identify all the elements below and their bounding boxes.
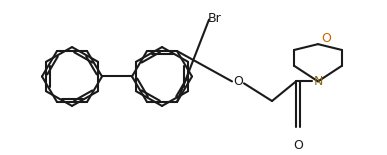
Text: O: O <box>293 139 303 152</box>
Text: O: O <box>321 32 331 45</box>
Text: Br: Br <box>208 12 222 25</box>
Text: O: O <box>233 75 243 88</box>
Text: N: N <box>313 75 323 88</box>
